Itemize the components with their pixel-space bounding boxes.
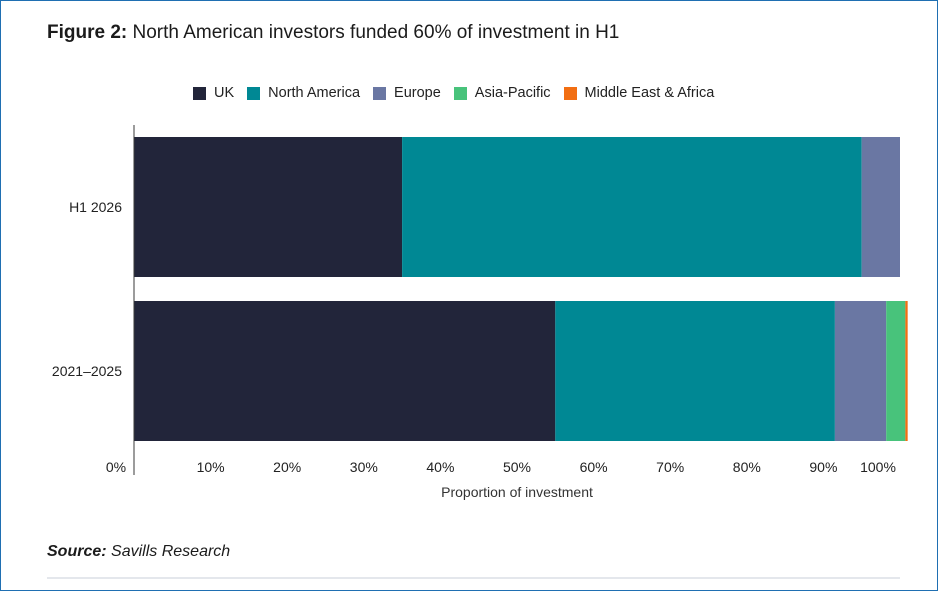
- bar-segment: [905, 301, 908, 441]
- category-label: 2021–2025: [52, 363, 122, 379]
- x-tick-label: 20%: [273, 459, 301, 475]
- title-text: North American investors funded 60% of i…: [132, 22, 620, 43]
- legend-item: North America: [247, 85, 360, 101]
- x-tick-label: 50%: [503, 459, 531, 475]
- x-tick-label: 10%: [197, 459, 225, 475]
- bar-segment: [402, 137, 862, 277]
- source-note: Source: Savills Research: [47, 543, 230, 561]
- legend-item: Europe: [373, 85, 441, 101]
- x-tick-label: 0%: [106, 459, 126, 475]
- legend-item: Asia-Pacific: [453, 85, 551, 101]
- x-axis-title: Proportion of investment: [441, 484, 593, 500]
- x-tick-label: 40%: [426, 459, 454, 475]
- legend-label: Europe: [394, 85, 441, 101]
- legend-item: UK: [193, 85, 234, 101]
- x-tick-label: 70%: [656, 459, 684, 475]
- chart-title: Figure 2: North American investors funde…: [47, 22, 619, 44]
- figure-number: Figure 2:: [47, 22, 128, 43]
- bar-segment: [134, 137, 403, 277]
- legend-item: Middle East & Africa: [563, 85, 715, 101]
- legend-swatch: [247, 86, 261, 100]
- legend-swatch: [563, 86, 577, 100]
- legend-swatch: [193, 86, 206, 100]
- bar-segment: [834, 301, 887, 441]
- bar-segment: [134, 301, 556, 441]
- source-label: Source:: [47, 543, 107, 560]
- legend-label: Middle East & Africa: [584, 85, 715, 101]
- legend-label: North America: [268, 85, 361, 101]
- x-tick-label: 80%: [733, 459, 761, 475]
- legend: UK North America Europe Asia-Pacific Middle …: [193, 85, 727, 101]
- x-tick-label: 100%: [860, 459, 896, 475]
- bar-segment: [555, 301, 835, 441]
- x-tick-label: 30%: [350, 459, 378, 475]
- x-tick-label: 90%: [809, 459, 837, 475]
- legend-label: Asia-Pacific: [474, 85, 551, 101]
- source-text: Savills Research: [111, 543, 231, 560]
- bar-segment: [886, 301, 906, 441]
- bar-segment: [861, 137, 900, 277]
- category-label: H1 2026: [69, 199, 122, 215]
- legend-swatch: [453, 86, 467, 100]
- x-tick-label: 60%: [580, 459, 608, 475]
- legend-swatch: [373, 86, 387, 100]
- legend-label: UK: [214, 85, 235, 101]
- footer-divider: [47, 577, 900, 579]
